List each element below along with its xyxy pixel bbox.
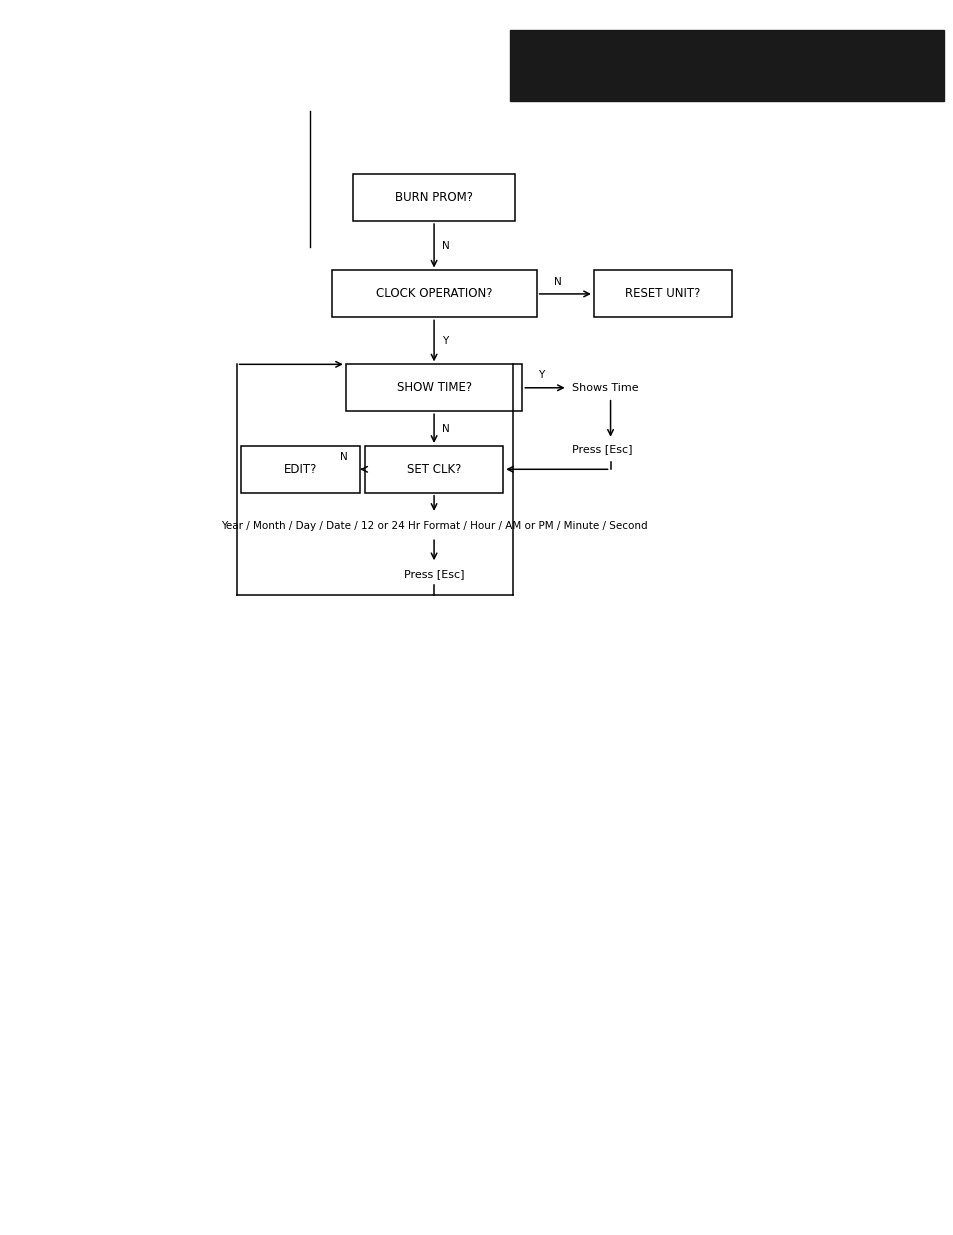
Text: SET CLK?: SET CLK? xyxy=(407,463,460,475)
Text: SHOW TIME?: SHOW TIME? xyxy=(396,382,471,394)
Text: EDIT?: EDIT? xyxy=(284,463,316,475)
Text: Y: Y xyxy=(442,336,448,346)
Bar xyxy=(364,446,503,493)
Bar xyxy=(353,174,515,221)
Text: Press [Esc]: Press [Esc] xyxy=(403,569,464,579)
Text: Year / Month / Day / Date / 12 or 24 Hr Format / Hour / AM or PM / Minute / Seco: Year / Month / Day / Date / 12 or 24 Hr … xyxy=(220,521,647,531)
Text: Y: Y xyxy=(537,370,544,380)
Text: CLOCK OPERATION?: CLOCK OPERATION? xyxy=(375,288,492,300)
Bar xyxy=(240,446,359,493)
Text: BURN PROM?: BURN PROM? xyxy=(395,191,473,204)
Text: N: N xyxy=(339,452,348,462)
Text: N: N xyxy=(441,241,449,251)
Bar xyxy=(332,270,536,317)
Text: RESET UNIT?: RESET UNIT? xyxy=(624,288,700,300)
Text: Shows Time: Shows Time xyxy=(572,383,639,393)
Text: N: N xyxy=(553,277,561,287)
Text: Press [Esc]: Press [Esc] xyxy=(572,445,632,454)
Bar xyxy=(510,30,943,101)
Bar xyxy=(593,270,732,317)
Bar xyxy=(345,364,522,411)
Text: N: N xyxy=(441,424,449,433)
